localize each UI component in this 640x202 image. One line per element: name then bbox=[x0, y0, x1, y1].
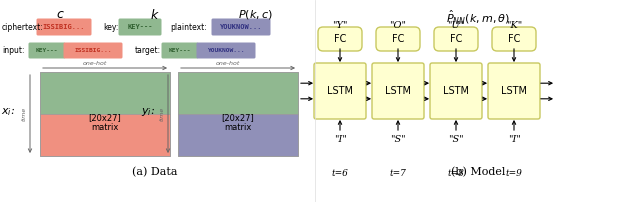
Text: KEY---: KEY--- bbox=[127, 24, 153, 30]
Text: ISSIBIG...: ISSIBIG... bbox=[74, 48, 112, 53]
Bar bbox=[178, 114, 298, 156]
Text: t=6: t=6 bbox=[332, 168, 348, 178]
Text: FC: FC bbox=[450, 34, 462, 44]
FancyBboxPatch shape bbox=[314, 63, 366, 119]
Text: ISSIBIG...: ISSIBIG... bbox=[43, 24, 85, 30]
FancyBboxPatch shape bbox=[488, 63, 540, 119]
Text: LSTM: LSTM bbox=[327, 86, 353, 96]
Text: FC: FC bbox=[392, 34, 404, 44]
FancyBboxPatch shape bbox=[376, 27, 420, 51]
FancyBboxPatch shape bbox=[430, 63, 482, 119]
Text: t=7: t=7 bbox=[390, 168, 406, 178]
FancyBboxPatch shape bbox=[318, 27, 362, 51]
Bar bbox=[178, 72, 298, 156]
Text: KEY---: KEY--- bbox=[36, 48, 58, 53]
Bar bbox=[178, 72, 298, 114]
Text: FC: FC bbox=[508, 34, 520, 44]
Text: $c$: $c$ bbox=[56, 8, 65, 21]
FancyBboxPatch shape bbox=[118, 19, 161, 36]
FancyBboxPatch shape bbox=[211, 19, 271, 36]
Text: KEY---: KEY--- bbox=[169, 48, 191, 53]
Text: "S": "S" bbox=[448, 135, 464, 144]
Text: time: time bbox=[159, 107, 164, 121]
Text: one-hot: one-hot bbox=[83, 61, 107, 66]
Text: plaintext:: plaintext: bbox=[170, 22, 207, 32]
Text: $y_i$:: $y_i$: bbox=[141, 106, 155, 118]
Text: "I": "I" bbox=[333, 135, 346, 144]
Text: one-hot: one-hot bbox=[216, 61, 240, 66]
FancyBboxPatch shape bbox=[161, 42, 198, 59]
Text: t=9: t=9 bbox=[506, 168, 522, 178]
Text: t=8: t=8 bbox=[447, 168, 465, 178]
FancyBboxPatch shape bbox=[434, 27, 478, 51]
Text: YOUKNOW...: YOUKNOW... bbox=[207, 48, 244, 53]
Text: matrix: matrix bbox=[224, 123, 252, 133]
Text: [20x27]: [20x27] bbox=[221, 114, 254, 122]
Text: $k$: $k$ bbox=[150, 8, 160, 22]
Text: "U": "U" bbox=[447, 21, 465, 30]
Text: target:: target: bbox=[135, 46, 161, 55]
Text: input:: input: bbox=[2, 46, 24, 55]
Text: (b) Model: (b) Model bbox=[451, 167, 505, 177]
Text: "Y": "Y" bbox=[332, 21, 348, 30]
FancyBboxPatch shape bbox=[36, 19, 92, 36]
FancyBboxPatch shape bbox=[196, 42, 255, 59]
Text: "S": "S" bbox=[390, 135, 406, 144]
Text: $\hat{P}_{NN}(k,m,\theta)$: $\hat{P}_{NN}(k,m,\theta)$ bbox=[446, 8, 510, 26]
FancyBboxPatch shape bbox=[29, 42, 65, 59]
Text: YOUKNOW...: YOUKNOW... bbox=[220, 24, 262, 30]
FancyBboxPatch shape bbox=[372, 63, 424, 119]
Text: (a) Data: (a) Data bbox=[132, 167, 178, 177]
Text: key:: key: bbox=[103, 22, 118, 32]
Text: $x_i$:: $x_i$: bbox=[1, 106, 15, 118]
Text: LSTM: LSTM bbox=[443, 86, 469, 96]
Text: time: time bbox=[22, 107, 26, 121]
FancyBboxPatch shape bbox=[63, 42, 122, 59]
Bar bbox=[40, 114, 170, 156]
Text: ciphertext:: ciphertext: bbox=[2, 22, 44, 32]
Text: matrix: matrix bbox=[92, 123, 118, 133]
Bar bbox=[40, 72, 170, 156]
Text: "K": "K" bbox=[506, 21, 522, 30]
FancyBboxPatch shape bbox=[492, 27, 536, 51]
Text: LSTM: LSTM bbox=[501, 86, 527, 96]
Text: [20x27]: [20x27] bbox=[88, 114, 122, 122]
Text: $P(k,c)$: $P(k,c)$ bbox=[237, 8, 273, 21]
Text: "O": "O" bbox=[390, 21, 406, 30]
Text: "I": "I" bbox=[508, 135, 520, 144]
Text: FC: FC bbox=[334, 34, 346, 44]
Bar bbox=[40, 72, 170, 114]
Text: LSTM: LSTM bbox=[385, 86, 411, 96]
